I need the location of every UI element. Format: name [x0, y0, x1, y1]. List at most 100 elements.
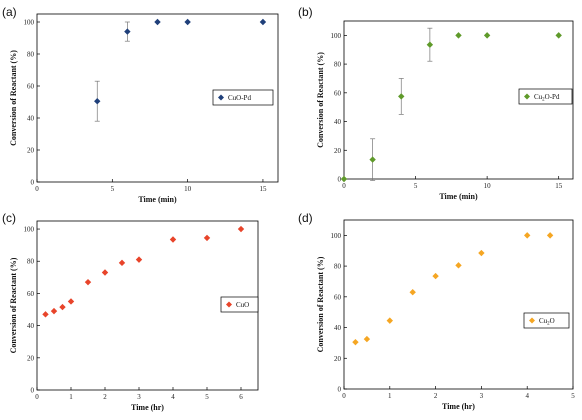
x-tick-label: 4 [171, 393, 175, 401]
data-point [524, 232, 531, 239]
legend-box [220, 296, 259, 313]
y-tick-label: 0 [338, 176, 342, 184]
x-tick-label: 6 [239, 393, 243, 401]
y-tick-label: 20 [334, 147, 342, 155]
x-axis-label: Time (min) [138, 195, 177, 204]
panel-label: (d) [298, 211, 313, 225]
data-point [154, 18, 161, 26]
x-tick-label: 5 [111, 185, 115, 193]
x-tick-label: 0 [342, 392, 346, 400]
y-tick-label: 60 [27, 83, 35, 91]
y-tick-label: 80 [334, 263, 342, 271]
y-tick-label: 20 [27, 147, 35, 155]
y-tick-label: 100 [24, 19, 35, 27]
legend-marker [529, 317, 535, 324]
plot-frame [36, 13, 279, 183]
legend-marker [524, 93, 530, 100]
x-axis-label: Time (hr) [131, 403, 164, 412]
x-axis-label: Time (hr) [442, 402, 475, 411]
panel-label: (c) [2, 211, 16, 225]
y-tick-label: 100 [331, 32, 342, 40]
legend-marker [226, 301, 232, 308]
y-tick-label: 80 [27, 258, 35, 266]
y-tick-label: 60 [27, 290, 35, 298]
data-point [455, 32, 462, 39]
legend-box [212, 89, 274, 106]
y-tick-label: 20 [334, 355, 342, 363]
data-point [237, 225, 245, 233]
x-tick-label: 10 [184, 185, 192, 193]
x-tick-label: 2 [103, 393, 107, 401]
x-tick-label: 0 [342, 182, 346, 190]
x-tick-label: 5 [414, 182, 418, 190]
x-tick-label: 4 [525, 392, 529, 400]
y-tick-label: 60 [334, 293, 342, 301]
x-tick-label: 0 [35, 393, 39, 401]
panel-label: (b) [298, 5, 313, 19]
data-point [478, 249, 485, 257]
y-tick-label: 80 [334, 61, 342, 69]
data-point [184, 18, 191, 26]
data-point [67, 298, 75, 305]
legend: Cu2O-Pd [518, 88, 573, 105]
x-tick-label: 1 [69, 393, 73, 401]
x-tick-label: 15 [259, 185, 267, 193]
legend-label: Cu2O-Pd [534, 93, 560, 103]
y-tick-label: 40 [27, 115, 35, 123]
data-point [455, 262, 462, 269]
y-tick-label: 20 [27, 354, 35, 362]
x-tick-label: 10 [484, 182, 492, 190]
data-point [59, 303, 66, 311]
x-tick-label: 5 [571, 392, 575, 400]
data-point [169, 236, 177, 243]
panel-0: (a) 0 5 10 15 0 20 40 60 80 100 Time (min) Conversio… [2, 5, 279, 204]
y-axis-label: Conversion of Reactant (%) [9, 50, 18, 146]
x-tick-label: 3 [480, 392, 484, 400]
y-tick-label: 80 [27, 51, 35, 59]
plot-frame [343, 219, 574, 390]
y-tick-label: 100 [331, 232, 342, 240]
y-tick-label: 40 [334, 118, 342, 126]
plot-frame [343, 20, 574, 180]
data-point [203, 234, 211, 242]
legend-label: CuO [236, 301, 249, 309]
x-tick-label: 2 [434, 392, 438, 400]
data-point [42, 311, 49, 318]
data-point [369, 156, 376, 163]
panel-3: (d) 0 1 2 3 4 5 0 20 40 60 80 100 Time (hr) Conversion… [298, 211, 575, 411]
data-point [352, 338, 359, 346]
x-tick-label: 5 [205, 393, 209, 401]
legend-box [523, 312, 570, 329]
x-tick-label: 15 [555, 182, 563, 190]
y-tick-label: 100 [24, 226, 35, 234]
data-point [94, 98, 101, 105]
y-tick-label: 0 [31, 179, 35, 187]
y-tick-label: 60 [334, 89, 342, 97]
data-point [483, 32, 491, 39]
legend-label: Cu2O [539, 317, 555, 327]
legend: CuO [220, 296, 259, 313]
data-point [426, 41, 434, 48]
data-point [546, 232, 554, 239]
data-point [124, 28, 131, 35]
panel-1: (b) 0 5 10 15 0 20 40 60 80 100 Time (min) Conversio… [298, 5, 574, 201]
y-axis-label: Conversion of Reactant (%) [316, 52, 325, 148]
data-point [363, 335, 371, 343]
legend: CuO-Pd [212, 89, 274, 106]
data-point [84, 278, 92, 286]
x-axis-label: Time (min) [439, 192, 478, 201]
data-point [386, 317, 393, 324]
data-point [398, 93, 405, 100]
data-point [50, 307, 58, 315]
y-tick-label: 40 [27, 322, 35, 330]
legend-label: CuO-Pd [228, 94, 251, 102]
data-point [101, 269, 109, 276]
x-tick-label: 1 [388, 392, 392, 400]
data-point [432, 272, 439, 280]
panel-label: (a) [2, 5, 17, 19]
data-point [555, 32, 562, 39]
legend-marker [218, 94, 224, 101]
